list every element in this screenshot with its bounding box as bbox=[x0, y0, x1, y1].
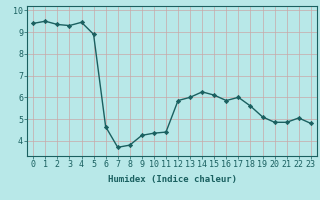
X-axis label: Humidex (Indice chaleur): Humidex (Indice chaleur) bbox=[108, 175, 236, 184]
